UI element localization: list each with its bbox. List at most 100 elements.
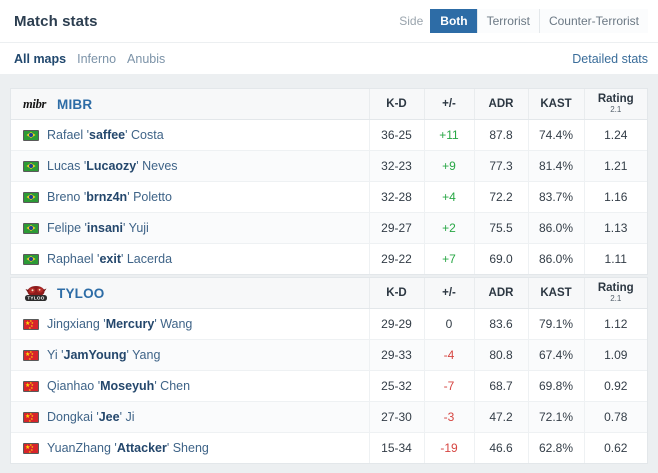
team-name-tyloo: TYLOO bbox=[57, 285, 105, 301]
player-cell[interactable]: Rafael 'saffee' Costa bbox=[11, 119, 369, 151]
cell-rating: 1.16 bbox=[583, 181, 647, 213]
cell-plusminus: +4 bbox=[423, 181, 474, 213]
player-cell[interactable]: ★ ★ ★ ★ ★ Jingxiang 'Mercury' Wang bbox=[11, 308, 369, 340]
column-header-rating[interactable]: Rating 2.1 bbox=[583, 278, 647, 309]
player-last-name: Yang bbox=[132, 348, 161, 362]
map-tab-inferno[interactable]: Inferno bbox=[77, 51, 117, 66]
cell-kd: 25-32 bbox=[368, 370, 424, 402]
table-header-row: TYLOO TYLOO K-D +/- ADR KAST Rating 2. bbox=[11, 278, 647, 309]
side-segmented-control[interactable]: Both Terrorist Counter-Terrorist bbox=[430, 9, 648, 33]
player-cell[interactable]: ★ ★ ★ ★ ★ YuanZhang 'Attacker' Sheng bbox=[11, 432, 369, 463]
cell-rating: 1.13 bbox=[583, 212, 647, 244]
column-header-plusminus[interactable]: +/- bbox=[423, 89, 474, 120]
cell-adr: 77.3 bbox=[473, 150, 528, 182]
table-row[interactable]: Lucas 'Lucaozy' Neves 32-23 +9 77.3 81.4… bbox=[11, 150, 647, 182]
side-label: Side bbox=[399, 14, 424, 28]
table-row[interactable]: ★ ★ ★ ★ ★ Dongkai 'Jee' Ji 27-30 -3 47.2 72.… bbox=[11, 401, 647, 433]
column-header-adr[interactable]: ADR bbox=[473, 89, 528, 120]
svg-text:TYLOO: TYLOO bbox=[27, 295, 44, 300]
player-name: Rafael 'saffee' Costa bbox=[47, 128, 164, 142]
cell-plusminus: +2 bbox=[423, 212, 474, 244]
cell-rating: 1.21 bbox=[583, 150, 647, 182]
rating-version: 2.1 bbox=[610, 105, 622, 115]
cell-adr: 72.2 bbox=[473, 181, 528, 213]
cell-kd: 29-33 bbox=[368, 339, 424, 371]
table-row[interactable]: ★ ★ ★ ★ ★ YuanZhang 'Attacker' Sheng 15-34 -… bbox=[11, 432, 647, 463]
column-header-kd[interactable]: K-D bbox=[368, 89, 424, 120]
cell-kd: 15-34 bbox=[368, 432, 424, 463]
player-first-name: Yi bbox=[47, 348, 58, 362]
table-row[interactable]: ★ ★ ★ ★ ★ Qianhao 'Moseyuh' Chen 25-32 -7 68… bbox=[11, 370, 647, 402]
player-name: Jingxiang 'Mercury' Wang bbox=[47, 317, 193, 331]
cell-adr: 83.6 bbox=[473, 308, 528, 340]
player-nickname: JamYoung bbox=[63, 348, 127, 362]
flag-china-icon: ★ ★ ★ ★ ★ bbox=[23, 318, 39, 330]
column-header-kast[interactable]: KAST bbox=[527, 89, 584, 120]
player-name: Qianhao 'Moseyuh' Chen bbox=[47, 379, 191, 393]
flag-china-icon: ★ ★ ★ ★ ★ bbox=[23, 380, 39, 392]
flag-china-icon: ★ ★ ★ ★ ★ bbox=[23, 411, 39, 423]
column-header-adr[interactable]: ADR bbox=[473, 278, 528, 309]
side-option-both[interactable]: Both bbox=[430, 9, 477, 33]
cell-rating: 0.62 bbox=[583, 432, 647, 463]
table-row[interactable]: Felipe 'insani' Yuji 29-27 +2 75.5 86.0%… bbox=[11, 212, 647, 244]
player-cell[interactable]: ★ ★ ★ ★ ★ Yi 'JamYoung' Yang bbox=[11, 339, 369, 371]
match-stats-panel: Match stats Side Both Terrorist Counter-… bbox=[0, 0, 658, 74]
detailed-stats-link[interactable]: Detailed stats bbox=[572, 51, 648, 66]
column-header-kast[interactable]: KAST bbox=[527, 278, 584, 309]
player-cell[interactable]: Breno 'brnz4n' Poletto bbox=[11, 181, 369, 213]
cell-rating: 0.92 bbox=[583, 370, 647, 402]
player-first-name: Felipe bbox=[47, 221, 82, 235]
player-cell[interactable]: Felipe 'insani' Yuji bbox=[11, 212, 369, 244]
cell-adr: 68.7 bbox=[473, 370, 528, 402]
cell-plusminus: -19 bbox=[423, 432, 474, 463]
side-option-terrorist[interactable]: Terrorist bbox=[476, 9, 539, 33]
table-row[interactable]: Breno 'brnz4n' Poletto 32-28 +4 72.2 83.… bbox=[11, 181, 647, 213]
player-first-name: Dongkai bbox=[47, 410, 93, 424]
table-row[interactable]: ★ ★ ★ ★ ★ Jingxiang 'Mercury' Wang 29-29 0 8… bbox=[11, 308, 647, 340]
flag-brazil-icon bbox=[23, 222, 39, 234]
column-header-rating[interactable]: Rating 2.1 bbox=[583, 89, 647, 120]
cell-rating: 1.12 bbox=[583, 308, 647, 340]
cell-kast: 81.4% bbox=[527, 150, 584, 182]
map-tab-all-maps[interactable]: All maps bbox=[14, 51, 67, 66]
column-header-plusminus[interactable]: +/- bbox=[423, 278, 474, 309]
panel-header: Match stats Side Both Terrorist Counter-… bbox=[0, 0, 658, 42]
map-tab-anubis[interactable]: Anubis bbox=[127, 51, 166, 66]
flag-brazil-icon bbox=[23, 191, 39, 203]
tyloo-player-rows: ★ ★ ★ ★ ★ Jingxiang 'Mercury' Wang 29-29 0 8… bbox=[11, 308, 647, 463]
player-cell[interactable]: Lucas 'Lucaozy' Neves bbox=[11, 150, 369, 182]
cell-kd: 29-29 bbox=[368, 308, 424, 340]
flag-brazil-icon bbox=[23, 160, 39, 172]
cell-adr: 75.5 bbox=[473, 212, 528, 244]
player-nickname: saffee bbox=[89, 128, 126, 142]
flag-brazil-icon bbox=[23, 129, 39, 141]
player-first-name: Qianhao bbox=[47, 379, 95, 393]
player-nickname: Mercury bbox=[105, 317, 155, 331]
table-row[interactable]: Rafael 'saffee' Costa 36-25 +11 87.8 74.… bbox=[11, 119, 647, 151]
player-nickname: Attacker bbox=[116, 441, 167, 455]
table-row[interactable]: ★ ★ ★ ★ ★ Yi 'JamYoung' Yang 29-33 -4 80.8 6… bbox=[11, 339, 647, 371]
map-tabs: All maps Inferno Anubis bbox=[14, 52, 165, 66]
flag-china-icon: ★ ★ ★ ★ ★ bbox=[23, 442, 39, 454]
side-option-counter-terrorist[interactable]: Counter-Terrorist bbox=[538, 9, 648, 33]
table-row[interactable]: Raphael 'exit' Lacerda 29-22 +7 69.0 86.… bbox=[11, 243, 647, 274]
player-cell[interactable]: Raphael 'exit' Lacerda bbox=[11, 243, 369, 274]
player-nickname: brnz4n bbox=[86, 190, 128, 204]
cell-plusminus: +9 bbox=[423, 150, 474, 182]
cell-kd: 36-25 bbox=[368, 119, 424, 151]
player-name: Raphael 'exit' Lacerda bbox=[47, 252, 173, 266]
player-cell[interactable]: ★ ★ ★ ★ ★ Qianhao 'Moseyuh' Chen bbox=[11, 370, 369, 402]
cell-kd: 29-27 bbox=[368, 212, 424, 244]
cell-kast: 69.8% bbox=[527, 370, 584, 402]
player-last-name: Chen bbox=[160, 379, 191, 393]
player-nickname: Lucaozy bbox=[86, 159, 137, 173]
cell-rating: 1.09 bbox=[583, 339, 647, 371]
player-first-name: Rafael bbox=[47, 128, 84, 142]
column-header-kd[interactable]: K-D bbox=[368, 278, 424, 309]
cell-kast: 72.1% bbox=[527, 401, 584, 433]
cell-plusminus: +7 bbox=[423, 243, 474, 274]
player-cell[interactable]: ★ ★ ★ ★ ★ Dongkai 'Jee' Ji bbox=[11, 401, 369, 433]
team-name-mibr: MIBR bbox=[57, 96, 93, 112]
